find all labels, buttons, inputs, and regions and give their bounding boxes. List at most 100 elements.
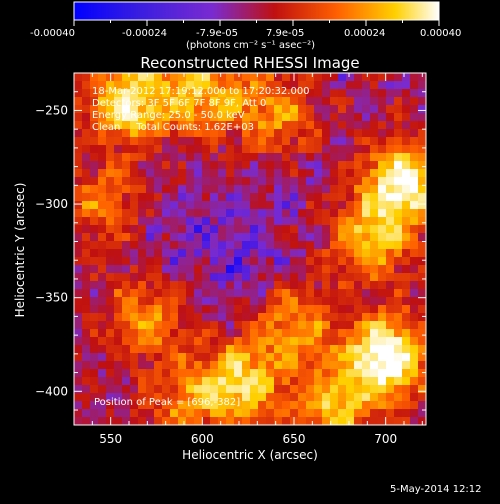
heatmap-cell (330, 257, 339, 266)
heatmap-cell (138, 121, 147, 130)
heatmap-cell (322, 305, 331, 314)
heatmap-cell (322, 337, 331, 346)
heatmap-cell (370, 169, 379, 178)
heatmap-cell (346, 313, 355, 322)
heatmap-cell (386, 297, 395, 306)
heatmap-cell (234, 177, 243, 186)
heatmap-cell (178, 297, 187, 306)
heatmap-cell (298, 225, 307, 234)
heatmap-cell (242, 361, 251, 370)
heatmap-cell (314, 281, 323, 290)
heatmap-cell (386, 209, 395, 218)
heatmap-cell (98, 281, 107, 290)
heatmap-cell (82, 417, 91, 425)
heatmap-cell (82, 321, 91, 330)
heatmap-cell (290, 225, 299, 234)
heatmap-cell (194, 409, 203, 418)
heatmap-cell (290, 169, 299, 178)
heatmap-cell (338, 417, 347, 425)
heatmap-cell (258, 241, 267, 250)
heatmap-cell (138, 409, 147, 418)
heatmap-cell (250, 145, 259, 154)
heatmap-cell (106, 393, 115, 402)
heatmap-cell (90, 209, 99, 218)
heatmap-cell (146, 201, 155, 210)
heatmap-cell (330, 409, 339, 418)
heatmap-cell (314, 105, 323, 114)
heatmap-cell (266, 209, 275, 218)
heatmap-cell (82, 313, 91, 322)
heatmap-cell (130, 345, 139, 354)
heatmap-cell (322, 217, 331, 226)
heatmap-cell (402, 257, 411, 266)
heatmap-cell (202, 161, 211, 170)
heatmap-cell (346, 273, 355, 282)
heatmap-cell (154, 289, 163, 298)
heatmap-cell (330, 161, 339, 170)
heatmap-cell (154, 353, 163, 362)
heatmap-cell (386, 361, 395, 370)
heatmap-cell (90, 121, 99, 130)
heatmap-cell (402, 289, 411, 298)
heatmap-cell (410, 121, 419, 130)
heatmap-cell (90, 225, 99, 234)
heatmap-cell (90, 185, 99, 194)
heatmap-cell (386, 249, 395, 258)
heatmap-cell (378, 137, 387, 146)
heatmap-cell (386, 161, 395, 170)
heatmap-cell (194, 377, 203, 386)
heatmap-cell (218, 177, 227, 186)
heatmap-cell (418, 201, 426, 210)
heatmap-cell (290, 241, 299, 250)
heatmap-cell (386, 329, 395, 338)
heatmap-cell (306, 225, 315, 234)
heatmap-cell (106, 345, 115, 354)
heatmap-cell (410, 409, 419, 418)
heatmap-cell (362, 97, 371, 106)
heatmap-cell (202, 217, 211, 226)
heatmap-cell (298, 209, 307, 218)
heatmap-cell (362, 209, 371, 218)
heatmap-cell (354, 369, 363, 378)
heatmap-cell (202, 121, 211, 130)
heatmap-cell (162, 161, 171, 170)
heatmap-cell (170, 377, 179, 386)
heatmap-cell (314, 305, 323, 314)
heatmap-cell (378, 209, 387, 218)
heatmap-cell (266, 273, 275, 282)
heatmap-cell (90, 345, 99, 354)
heatmap-cell (226, 361, 235, 370)
heatmap-cell (394, 145, 403, 154)
heatmap-cell (154, 209, 163, 218)
heatmap-cell (162, 257, 171, 266)
heatmap-cell (346, 225, 355, 234)
heatmap-cell (402, 337, 411, 346)
heatmap-cell (290, 393, 299, 402)
chart-title: Reconstructed RHESSI Image (140, 54, 359, 72)
heatmap-cell (306, 377, 315, 386)
heatmap-cell (162, 153, 171, 162)
heatmap-cell (346, 137, 355, 146)
heatmap-cell (370, 121, 379, 130)
heatmap-cell (98, 417, 107, 425)
heatmap-cell (170, 169, 179, 178)
heatmap-cell (122, 169, 131, 178)
heatmap-cell (250, 73, 259, 82)
heatmap-cell (410, 305, 419, 314)
heatmap-cell (186, 297, 195, 306)
heatmap-cell (386, 233, 395, 242)
heatmap-cell (370, 137, 379, 146)
heatmap-cell (394, 273, 403, 282)
heatmap-cell (82, 73, 91, 82)
heatmap-cell (386, 185, 395, 194)
heatmap-cell (90, 409, 99, 418)
heatmap-cell (418, 121, 426, 130)
heatmap-cell (162, 353, 171, 362)
heatmap-cell (306, 89, 315, 98)
heatmap-cell (250, 377, 259, 386)
heatmap-cell (122, 329, 131, 338)
heatmap-cell (74, 113, 83, 122)
heatmap-cell (90, 353, 99, 362)
heatmap-cell (410, 201, 419, 210)
heatmap-cell (290, 233, 299, 242)
